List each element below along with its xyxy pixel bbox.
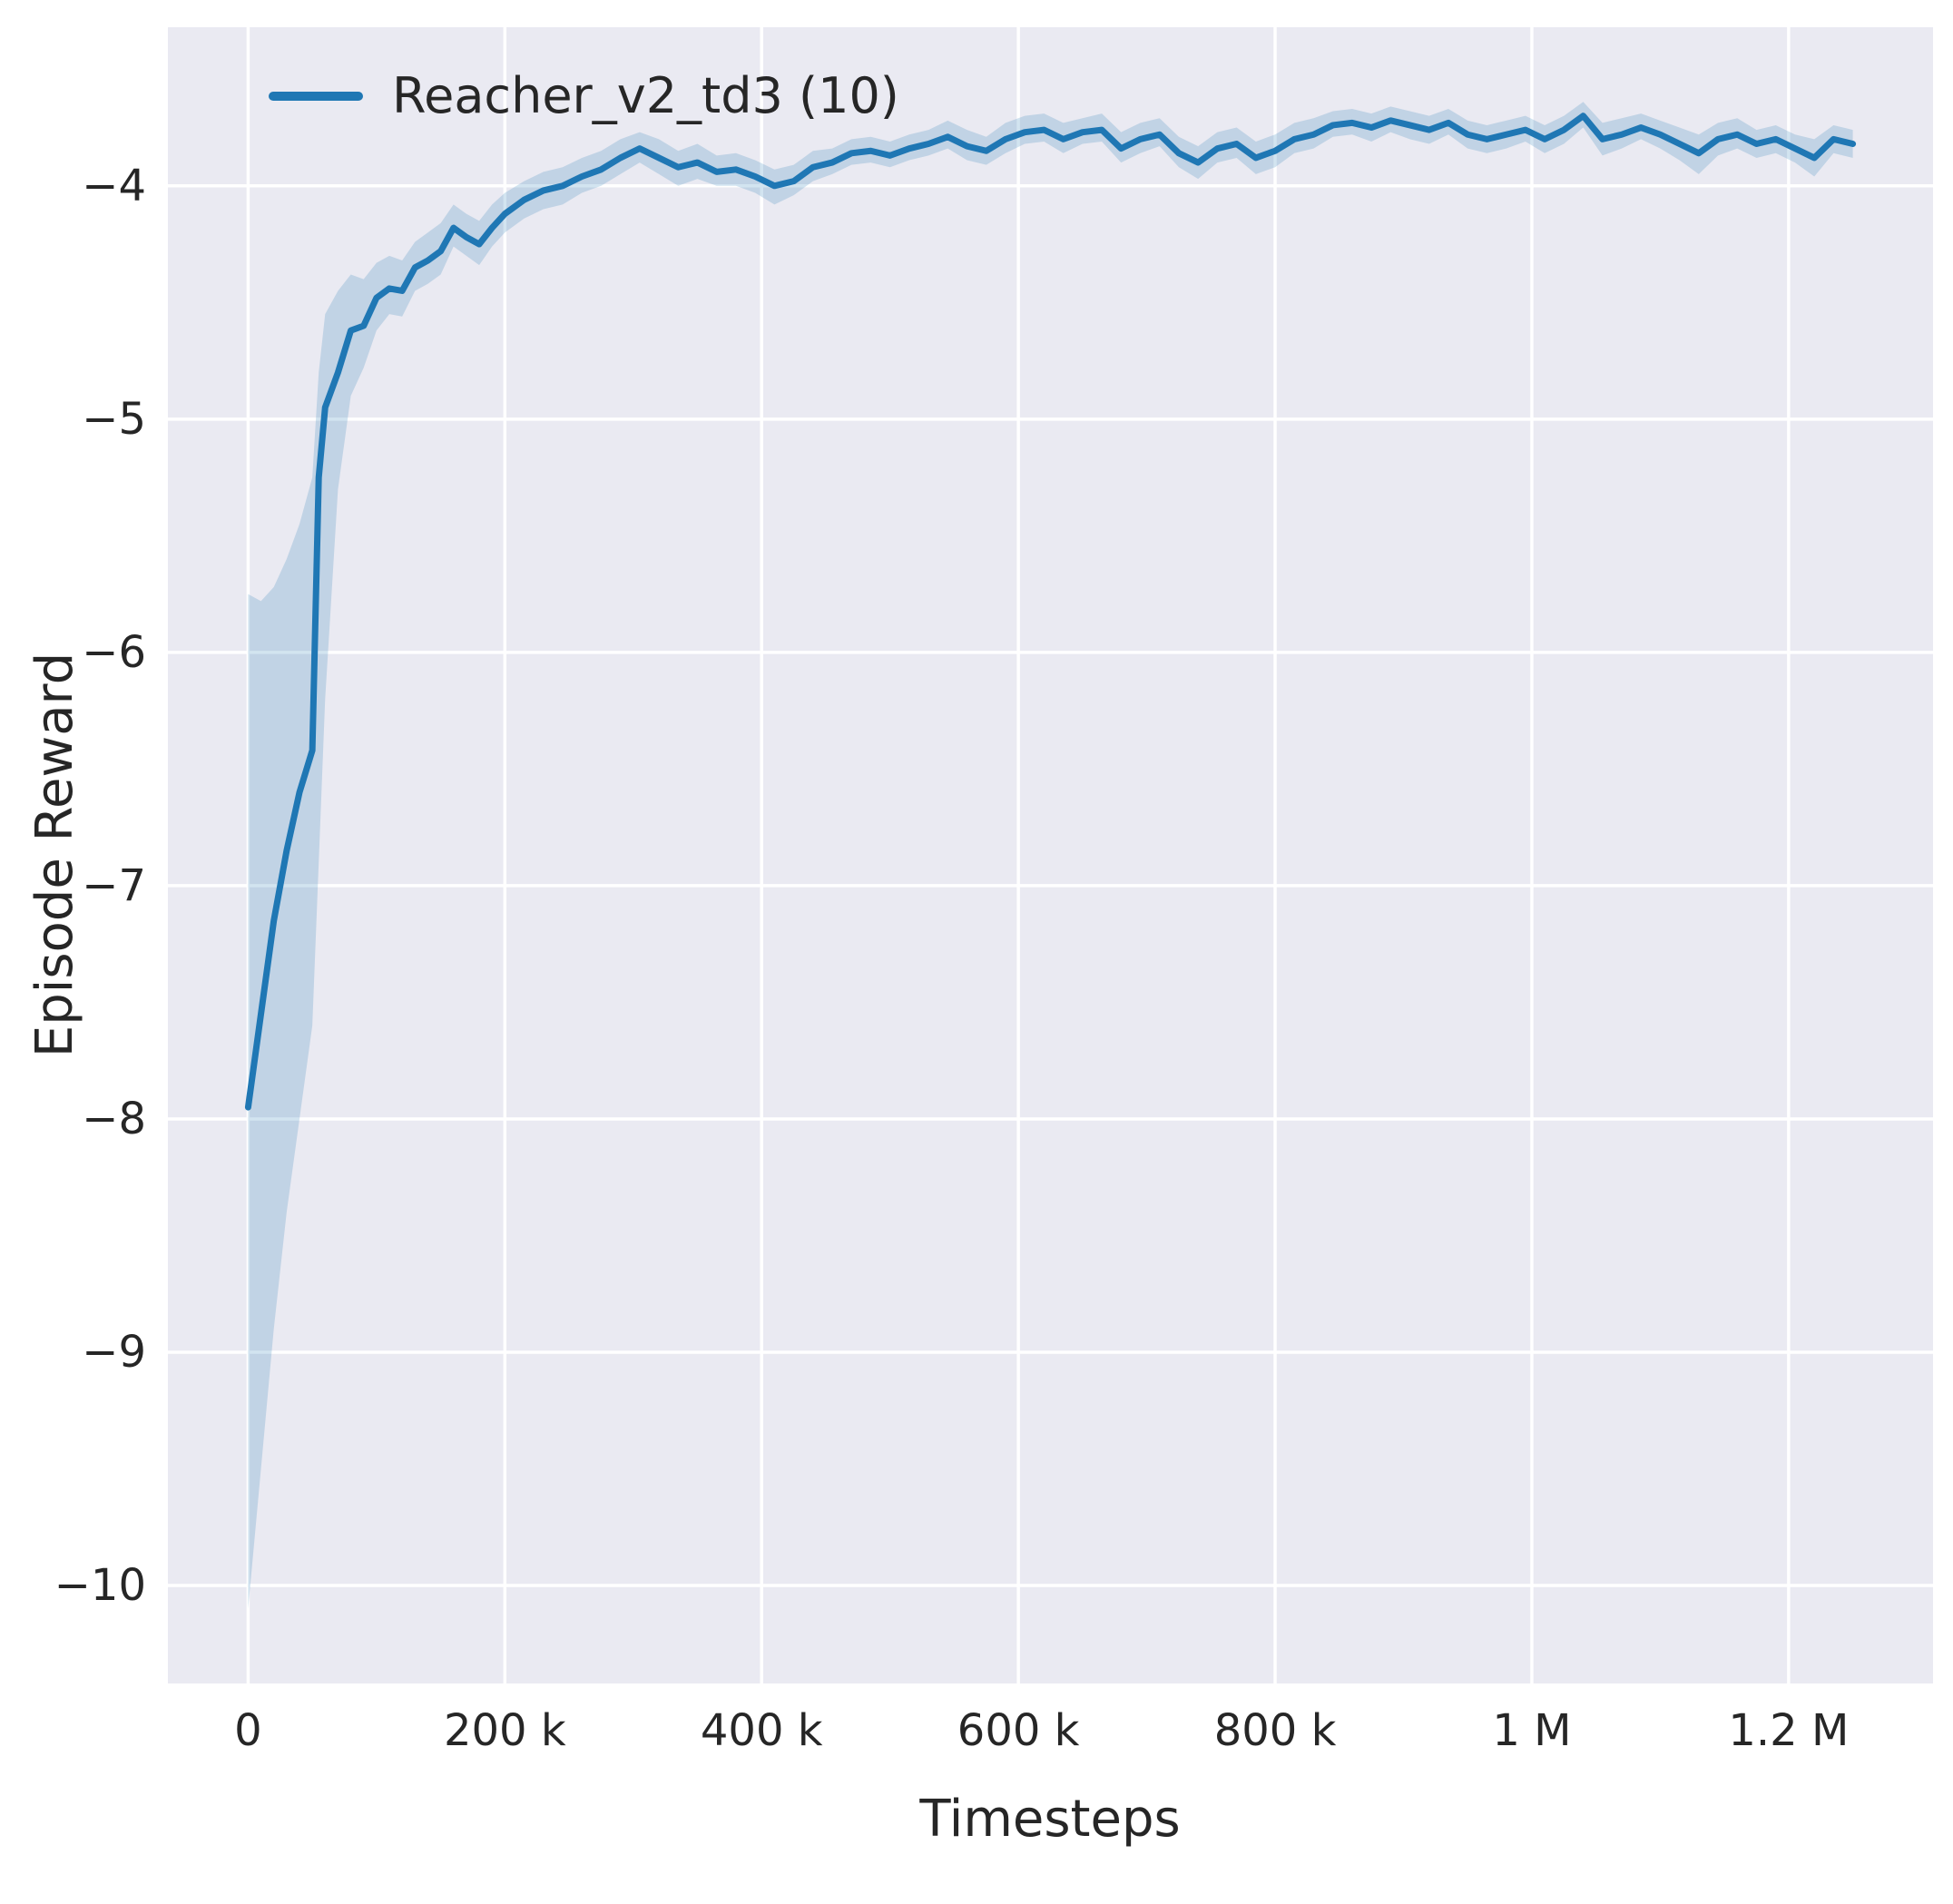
plot-background — [168, 27, 1933, 1683]
x-tick-label: 200 k — [444, 1705, 566, 1756]
x-tick-label: 1.2 M — [1728, 1705, 1849, 1756]
y-tick-label: −6 — [82, 627, 146, 678]
x-tick-label: 800 k — [1214, 1705, 1337, 1756]
y-axis-label: Episode Reward — [25, 652, 84, 1058]
x-axis-label: Timesteps — [919, 1790, 1181, 1849]
legend-label: Reacher_v2_td3 (10) — [392, 67, 899, 124]
x-tick-label: 400 k — [701, 1705, 823, 1756]
y-tick-label: −8 — [82, 1094, 146, 1144]
confidence-band — [248, 102, 1853, 1609]
x-tick-label: 0 — [234, 1705, 262, 1756]
y-tick-label: −10 — [54, 1560, 146, 1611]
x-tick-label: 600 k — [957, 1705, 1080, 1756]
tick-labels: 0 200 k 400 k 600 k 800 k 1 M 1.2 M −4 −5 −6 −7 −8 −… — [54, 161, 1850, 1756]
y-tick-label: −4 — [82, 161, 146, 211]
x-tick-label: 1 M — [1492, 1705, 1571, 1756]
legend-line-swatch — [269, 91, 363, 101]
legend: Reacher_v2_td3 (10) — [269, 67, 899, 124]
y-tick-label: −7 — [82, 860, 146, 911]
y-tick-label: −9 — [82, 1327, 146, 1378]
grid — [168, 27, 1933, 1683]
y-tick-label: −5 — [82, 394, 146, 445]
mean-line — [244, 113, 1857, 1111]
